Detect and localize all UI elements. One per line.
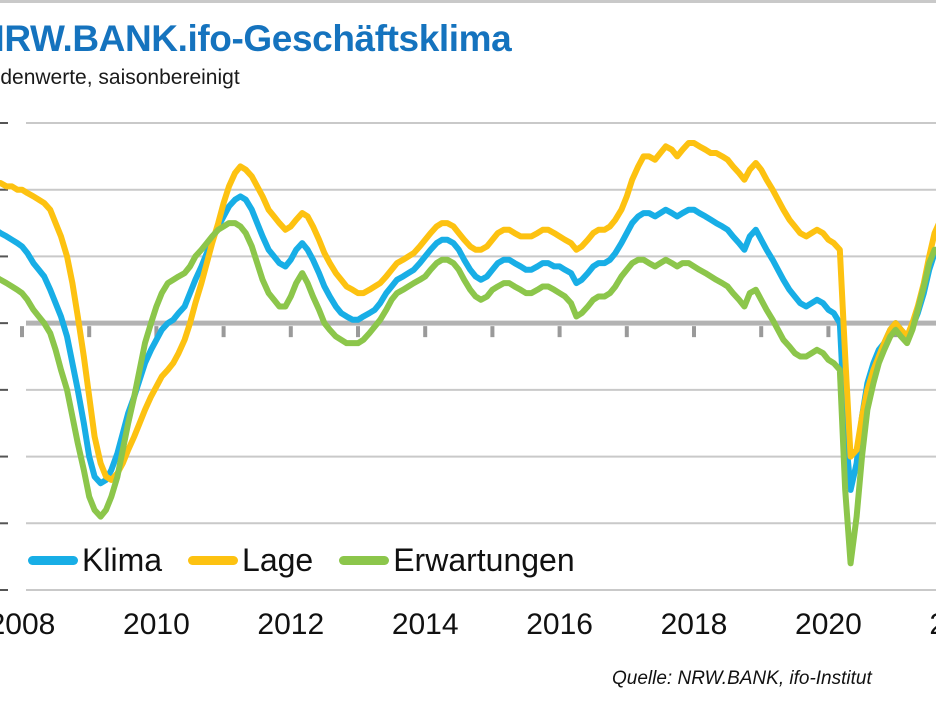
x-axis-tick-label: 2010 — [123, 608, 190, 641]
x-axis-tick-label: 2014 — [391, 608, 459, 641]
source-note: Quelle: NRW.BANK, ifo-Institut — [612, 668, 872, 689]
series-line-lage — [0, 140, 936, 483]
legend-label: Erwartungen — [393, 542, 575, 578]
legend-swatch-icon — [188, 555, 239, 565]
legend-label: Lage — [242, 542, 314, 578]
x-axis-tick-label: 2022 — [929, 608, 936, 642]
legend-item-erwartungen[interactable]: Erwartungen — [339, 542, 575, 578]
x-axis-tick-label: 2012 — [257, 608, 325, 641]
legend-item-lage[interactable]: Lage — [188, 544, 313, 576]
x-axis-tick-label: 2016 — [526, 608, 593, 641]
x-axis-tick-label: 2018 — [660, 608, 728, 641]
chart-legend: Klima Lage Erwartungen — [28, 540, 601, 580]
page-title: NRW.BANK.ifo-Geschäftsklima — [0, 18, 512, 59]
x-axis-tick-label: 2008 — [0, 608, 56, 641]
legend-item-klima[interactable]: Klima — [28, 544, 162, 576]
page-subtitle: Saldenwerte, saisonbereinigt — [0, 66, 240, 89]
series-line-erwartungen — [0, 220, 936, 567]
legend-swatch-icon — [28, 555, 78, 565]
legend-label: Klima — [82, 542, 163, 578]
top-divider — [0, 0, 936, 3]
x-axis-tick-label: 2020 — [795, 608, 862, 641]
legend-swatch-icon — [339, 555, 390, 565]
